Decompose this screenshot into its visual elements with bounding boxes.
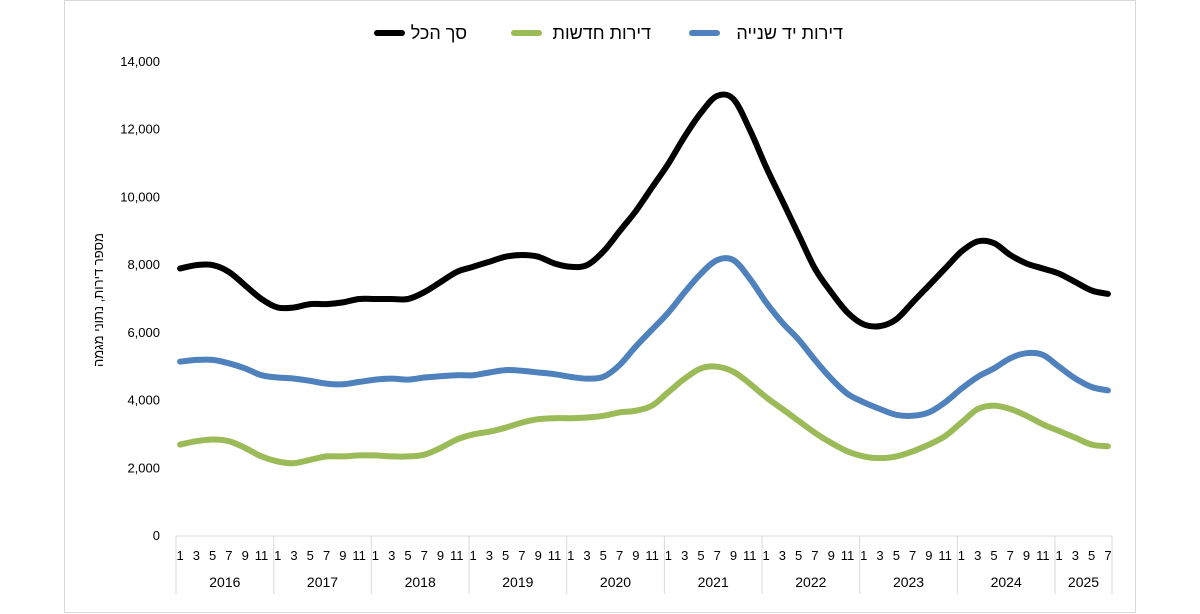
y-axis: 0 2,000 4,000 6,000 8,000 10,000 12,000 14,000 (120, 54, 160, 543)
y-tick-label: 6,000 (127, 325, 160, 340)
x-tick-label: 5 (502, 548, 509, 563)
x-tick-label: 1 (860, 548, 867, 563)
x-tick-label: 7 (1007, 548, 1014, 563)
x-tick-label: 5 (600, 548, 607, 563)
x-tick-label: 1 (958, 548, 965, 563)
x-tick-label: 7 (323, 548, 330, 563)
x-tick-label: 1 (274, 548, 281, 563)
x-tick-label: 1 (567, 548, 574, 563)
x-tick-label: 5 (1088, 548, 1095, 563)
year-label: 2019 (502, 574, 533, 590)
x-tick-label: 7 (225, 548, 232, 563)
legend-label-0: סך הכל (411, 23, 467, 43)
year-label: 2016 (209, 574, 240, 590)
year-label: 2017 (307, 574, 338, 590)
y-tick-label: 14,000 (120, 54, 160, 69)
x-tick-label: 1 (469, 548, 476, 563)
x-tick-label: 3 (388, 548, 395, 563)
x-tick-label: 11 (450, 548, 464, 563)
x-tick-label: 11 (1036, 548, 1050, 563)
x-tick-label: 9 (1023, 548, 1030, 563)
x-tick-label: 11 (352, 548, 366, 563)
y-tick-label: 12,000 (120, 122, 160, 137)
x-tick-label: 5 (209, 548, 216, 563)
x-tick-label: 5 (697, 548, 704, 563)
x-tick-label: 7 (421, 548, 428, 563)
year-label: 2021 (698, 574, 729, 590)
series-lines (177, 91, 1111, 467)
x-tick-label: 9 (828, 548, 835, 563)
x-tick-label: 11 (938, 548, 952, 563)
x-tick-label: 3 (486, 548, 493, 563)
x-tick-label: 3 (193, 548, 200, 563)
year-label: 2018 (405, 574, 436, 590)
x-tick-label: 5 (893, 548, 900, 563)
x-tick-label: 5 (404, 548, 411, 563)
x-tick-label: 1 (665, 548, 672, 563)
legend-label-1: דירות חדשות (553, 23, 651, 43)
series-line-2 (177, 255, 1111, 419)
x-tick-label: 1 (372, 548, 379, 563)
y-tick-label: 10,000 (120, 189, 160, 204)
year-label: 2020 (600, 574, 631, 590)
series-line-0 (177, 91, 1111, 330)
year-label: 2025 (1068, 574, 1099, 590)
x-tick-label: 3 (1072, 548, 1079, 563)
x-tick-label: 11 (645, 548, 659, 563)
year-label: 2023 (893, 574, 924, 590)
x-tick-label: 3 (583, 548, 590, 563)
x-tick-label: 3 (876, 548, 883, 563)
x-tick-label: 11 (841, 548, 855, 563)
x-tick-label: 7 (518, 548, 525, 563)
legend: סך הכל דירות חדשות דירות יד שנייה (374, 23, 843, 43)
x-tick-label: 5 (307, 548, 314, 563)
x-tick-label: 7 (909, 548, 916, 563)
x-tick-label: 11 (743, 548, 757, 563)
year-label: 2024 (991, 574, 1022, 590)
y-axis-label: מספר דירות, נתוני מגמה (91, 233, 106, 367)
x-axis: 1 3 5 7 9 11 1 3 5 7 9 11 1 3 5 7 9 11 1 3 5 7 9 11 1 3 5 7 9 11 1 3 5 7 9… (175, 535, 1113, 594)
x-tick-label: 9 (632, 548, 639, 563)
x-tick-label: 9 (242, 548, 249, 563)
x-tick-label: 7 (1104, 548, 1111, 563)
x-tick-label: 3 (681, 548, 688, 563)
x-tick-label: 3 (779, 548, 786, 563)
series-line-1 (177, 363, 1111, 467)
x-tick-label: 9 (925, 548, 932, 563)
x-tick-label: 11 (255, 548, 269, 563)
x-tick-label: 9 (339, 548, 346, 563)
y-tick-label: 8,000 (127, 257, 160, 272)
x-tick-label: 7 (616, 548, 623, 563)
x-tick-label: 9 (730, 548, 737, 563)
chart-frame (64, 0, 1136, 613)
x-tick-label: 3 (290, 548, 297, 563)
x-tick-label: 7 (811, 548, 818, 563)
x-tick-label: 5 (990, 548, 997, 563)
x-tick-label: 11 (548, 548, 562, 563)
legend-label-2: דירות יד שנייה (736, 23, 843, 43)
x-tick-label: 9 (437, 548, 444, 563)
x-tick-label: 1 (176, 548, 183, 563)
x-tick-label: 1 (762, 548, 769, 563)
y-tick-label: 4,000 (127, 393, 160, 408)
year-label: 2022 (795, 574, 826, 590)
x-tick-label: 9 (535, 548, 542, 563)
x-tick-label: 3 (974, 548, 981, 563)
x-tick-label: 1 (1055, 548, 1062, 563)
y-tick-label: 0 (153, 528, 160, 543)
y-tick-label: 2,000 (127, 460, 160, 475)
x-tick-label: 7 (714, 548, 721, 563)
x-tick-label: 5 (795, 548, 802, 563)
